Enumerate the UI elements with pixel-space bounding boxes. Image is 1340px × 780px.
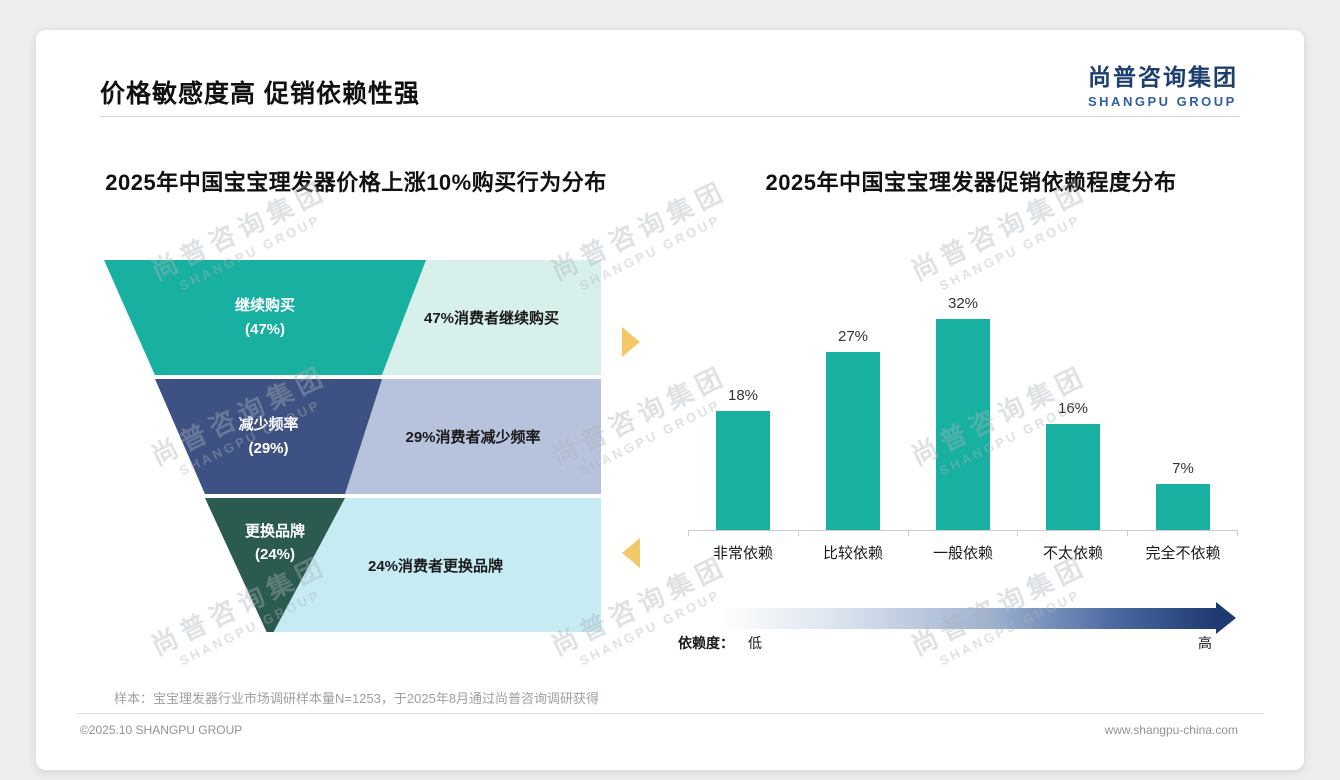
- funnel-panel-text: 29%消费者减少频率: [405, 429, 541, 446]
- x-axis-ticks: [688, 531, 1238, 536]
- gradient-shaft: [720, 607, 1216, 629]
- funnel-stage: 继续购买 (47%): [104, 260, 426, 375]
- bar: [1046, 424, 1100, 530]
- funnel-stage-label: 更换品牌 (24%): [244, 522, 305, 563]
- funnel-stage-label: 减少频率 (29%): [238, 416, 299, 457]
- sample-note: 样本：宝宝理发器行业市场调研样本量N=1253，于2025年8月通过尚普咨询调研…: [114, 691, 600, 706]
- bar: [936, 318, 990, 530]
- bar-chart-title: 2025年中国宝宝理发器促销依赖程度分布: [765, 170, 1177, 195]
- arrow-right-icon: [622, 327, 640, 357]
- dependence-axis-label: 依赖度：: [678, 635, 734, 651]
- bar-value-label: 27%: [837, 327, 869, 345]
- title-divider: [100, 116, 1240, 117]
- dependence-low-label: 低: [748, 635, 762, 651]
- category-label: 比较依赖: [822, 545, 883, 562]
- bar-group: 16%: [1018, 285, 1128, 530]
- bar-value-label: 7%: [1172, 459, 1194, 477]
- company-logo: 尚普咨询集团 SHANGPU GROUP: [1088, 58, 1238, 109]
- bar-group: 18%: [688, 285, 798, 530]
- footer-website: www.shangpu-china.com: [1104, 723, 1238, 737]
- bar-group: 32%: [908, 285, 1018, 530]
- slide: 价格敏感度高 促销依赖性强 尚普咨询集团 SHANGPU GROUP 2025年…: [36, 30, 1304, 770]
- category-label: 非常依赖: [712, 545, 773, 562]
- arrow-left-icon: [622, 538, 640, 568]
- bar: [1156, 483, 1210, 530]
- dependence-high-label: 高: [1198, 635, 1212, 651]
- bar-group: 27%: [798, 285, 908, 530]
- logo-cn-text: 尚普咨询集团: [1088, 64, 1238, 90]
- bar: [716, 411, 770, 530]
- bar-value-label: 18%: [727, 387, 759, 405]
- footer-copyright: ©2025.10 SHANGPU GROUP: [80, 723, 243, 737]
- bar-chart-plot: 18% 27% 32% 16% 7%: [688, 285, 1238, 530]
- funnel-panel: 29%消费者减少频率: [345, 379, 601, 494]
- x-axis-labels: 非常依赖 比较依赖 一般依赖 不太依赖 完全不依赖: [688, 542, 1238, 563]
- dependence-gradient-arrow: [720, 602, 1236, 634]
- category-label: 完全不依赖: [1145, 545, 1221, 562]
- category-label: 不太依赖: [1042, 545, 1103, 562]
- category-label: 一般依赖: [932, 545, 993, 562]
- bar-value-label: 32%: [947, 294, 979, 312]
- bar: [826, 351, 880, 530]
- bar-group: 7%: [1128, 285, 1238, 530]
- gradient-arrowhead-icon: [1216, 602, 1236, 634]
- page-title: 价格敏感度高 促销依赖性强: [100, 80, 420, 108]
- funnel-chart-title: 2025年中国宝宝理发器价格上涨10%购买行为分布: [105, 170, 607, 195]
- logo-en-text: SHANGPU GROUP: [1088, 94, 1237, 109]
- x-axis: [688, 530, 1238, 531]
- funnel-panel-text: 24%消费者更换品牌: [367, 557, 504, 575]
- bar-value-label: 16%: [1057, 400, 1089, 418]
- funnel-stage-label: 继续购买 (47%): [234, 297, 295, 338]
- funnel-panel-text: 47%消费者继续购买: [423, 310, 560, 327]
- funnel-chart: 47%消费者继续购买 29%消费者减少频率 24%消费者更换品牌 继续购买 (4…: [104, 260, 601, 632]
- bar-chart: 18% 27% 32% 16% 7%: [688, 285, 1238, 563]
- funnel-stage: 减少频率 (29%): [155, 379, 382, 494]
- footer-divider: [76, 713, 1264, 714]
